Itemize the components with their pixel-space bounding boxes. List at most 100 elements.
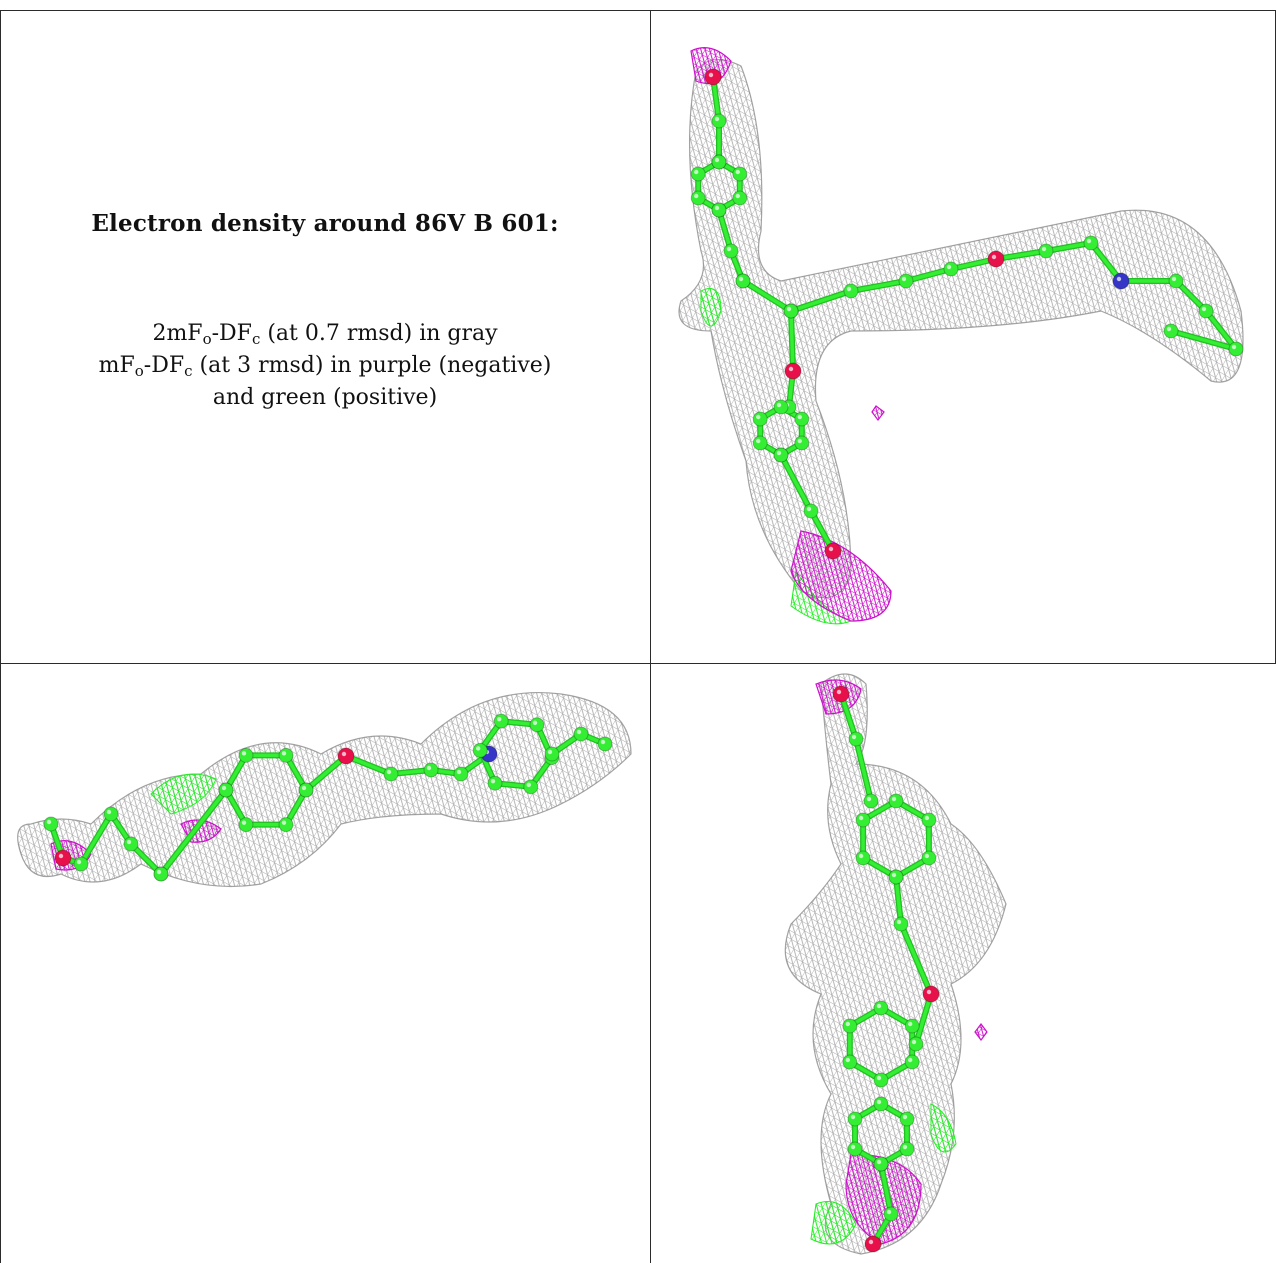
carbon-atom xyxy=(218,782,234,798)
atom-spheres xyxy=(43,713,613,882)
carbon-atom xyxy=(883,1206,899,1222)
caption-line1-prefix: 2mF xyxy=(152,321,203,346)
caption-line2-prefix: mF xyxy=(98,353,135,378)
carbon-atom xyxy=(238,747,254,763)
carbon-atom xyxy=(735,273,751,289)
carbon-atom xyxy=(1168,273,1184,289)
carbon-atom xyxy=(794,435,810,451)
caption-line1-suffix: (at 0.7 rmsd) in gray xyxy=(260,321,498,346)
density-mesh-negative xyxy=(690,47,892,622)
carbon-atom xyxy=(453,766,469,782)
carbon-atom xyxy=(523,779,539,795)
caption-cell: Electron density around 86V B 601: 2mFo-… xyxy=(0,10,650,663)
carbon-atom xyxy=(1198,303,1214,319)
carbon-atom xyxy=(597,736,613,752)
oxygen-atom xyxy=(54,849,72,867)
carbon-atom xyxy=(899,1111,915,1127)
carbon-atom xyxy=(423,762,439,778)
caption-line2-sub-c: c xyxy=(184,362,193,380)
caption-line-mfo: mFo-DFc (at 3 rmsd) in purple (negative) xyxy=(0,350,650,382)
caption-body: 2mFo-DFc (at 0.7 rmsd) in gray mFo-DFc (… xyxy=(0,318,650,414)
carbon-atom xyxy=(752,411,768,427)
caption-line2-sub-o: o xyxy=(134,362,144,380)
carbon-atom xyxy=(73,856,89,872)
caption-line2-suffix: (at 3 rmsd) in purple (negative) xyxy=(192,353,552,378)
middle-border xyxy=(0,663,1276,664)
carbon-atom xyxy=(544,746,560,762)
carbon-atom xyxy=(873,1156,889,1172)
carbon-atom xyxy=(943,261,959,277)
caption-line1-sub-c: c xyxy=(251,330,261,348)
carbon-atom xyxy=(898,273,914,289)
carbon-atom xyxy=(803,503,819,519)
carbon-atom xyxy=(711,154,727,170)
center-border xyxy=(650,10,651,1263)
oxygen-atom xyxy=(824,542,842,560)
oxygen-atom xyxy=(832,685,850,703)
carbon-atom xyxy=(855,850,871,866)
carbon-atom xyxy=(855,812,871,828)
carbon-atom xyxy=(904,1054,920,1070)
molecule-view-3 xyxy=(784,673,1007,1255)
carbon-atom xyxy=(904,1018,920,1034)
panel-bottom-right xyxy=(651,664,1275,1263)
carbon-atom xyxy=(899,1141,915,1157)
carbon-atom xyxy=(921,850,937,866)
oxygen-atom xyxy=(987,250,1005,268)
carbon-atom xyxy=(298,782,314,798)
carbon-atom xyxy=(1083,235,1099,251)
carbon-atom xyxy=(873,1096,889,1112)
molecule-view-2 xyxy=(17,691,632,888)
carbon-atom xyxy=(863,793,879,809)
carbon-atom xyxy=(723,243,739,259)
oxygen-atom xyxy=(704,68,722,86)
carbon-atom xyxy=(711,113,727,129)
carbon-atom xyxy=(732,166,748,182)
density-mesh-positive xyxy=(150,773,217,815)
carbon-atom xyxy=(893,916,909,932)
carbon-atom xyxy=(783,303,799,319)
left-border xyxy=(0,10,1,1263)
top-border xyxy=(0,10,1276,11)
caption-line1-mid: -DF xyxy=(211,321,252,346)
carbon-atom xyxy=(487,775,503,791)
carbon-atom xyxy=(1038,243,1054,259)
carbon-atom xyxy=(123,836,139,852)
carbon-atom xyxy=(573,726,589,742)
caption-line-2mfo: 2mFo-DFc (at 0.7 rmsd) in gray xyxy=(0,318,650,350)
oxygen-atom xyxy=(864,1235,882,1253)
caption-line-green: and green (positive) xyxy=(212,385,438,410)
density-mesh-positive xyxy=(810,1103,957,1245)
caption-title: Electron density around 86V B 601: xyxy=(91,210,559,237)
density-mesh-gray xyxy=(17,691,632,888)
carbon-atom xyxy=(842,1054,858,1070)
carbon-atom xyxy=(773,447,789,463)
atom-spheres xyxy=(832,685,940,1253)
carbon-atom xyxy=(1228,341,1244,357)
carbon-atom xyxy=(1163,323,1179,339)
carbon-atom xyxy=(842,1018,858,1034)
carbon-atom xyxy=(278,747,294,763)
carbon-atom xyxy=(43,816,59,832)
carbon-atom xyxy=(153,866,169,882)
carbon-atom xyxy=(690,190,706,206)
caption-line1-sub-o: o xyxy=(202,330,212,348)
carbon-atom xyxy=(238,817,254,833)
carbon-atom xyxy=(847,1111,863,1127)
carbon-atom xyxy=(873,1000,889,1016)
carbon-atom xyxy=(103,806,119,822)
density-mesh-positive xyxy=(700,288,853,625)
carbon-atom xyxy=(732,190,748,206)
atom-spheres xyxy=(690,68,1244,560)
oxygen-atom xyxy=(337,747,355,765)
carbon-atom xyxy=(848,731,864,747)
carbon-atom xyxy=(773,399,789,415)
carbon-atom xyxy=(794,411,810,427)
oxygen-atom xyxy=(922,985,940,1003)
carbon-atom xyxy=(278,817,294,833)
carbon-atom xyxy=(529,717,545,733)
carbon-atom xyxy=(847,1141,863,1157)
carbon-atom xyxy=(690,166,706,182)
caption-line2-mid: -DF xyxy=(143,353,185,378)
